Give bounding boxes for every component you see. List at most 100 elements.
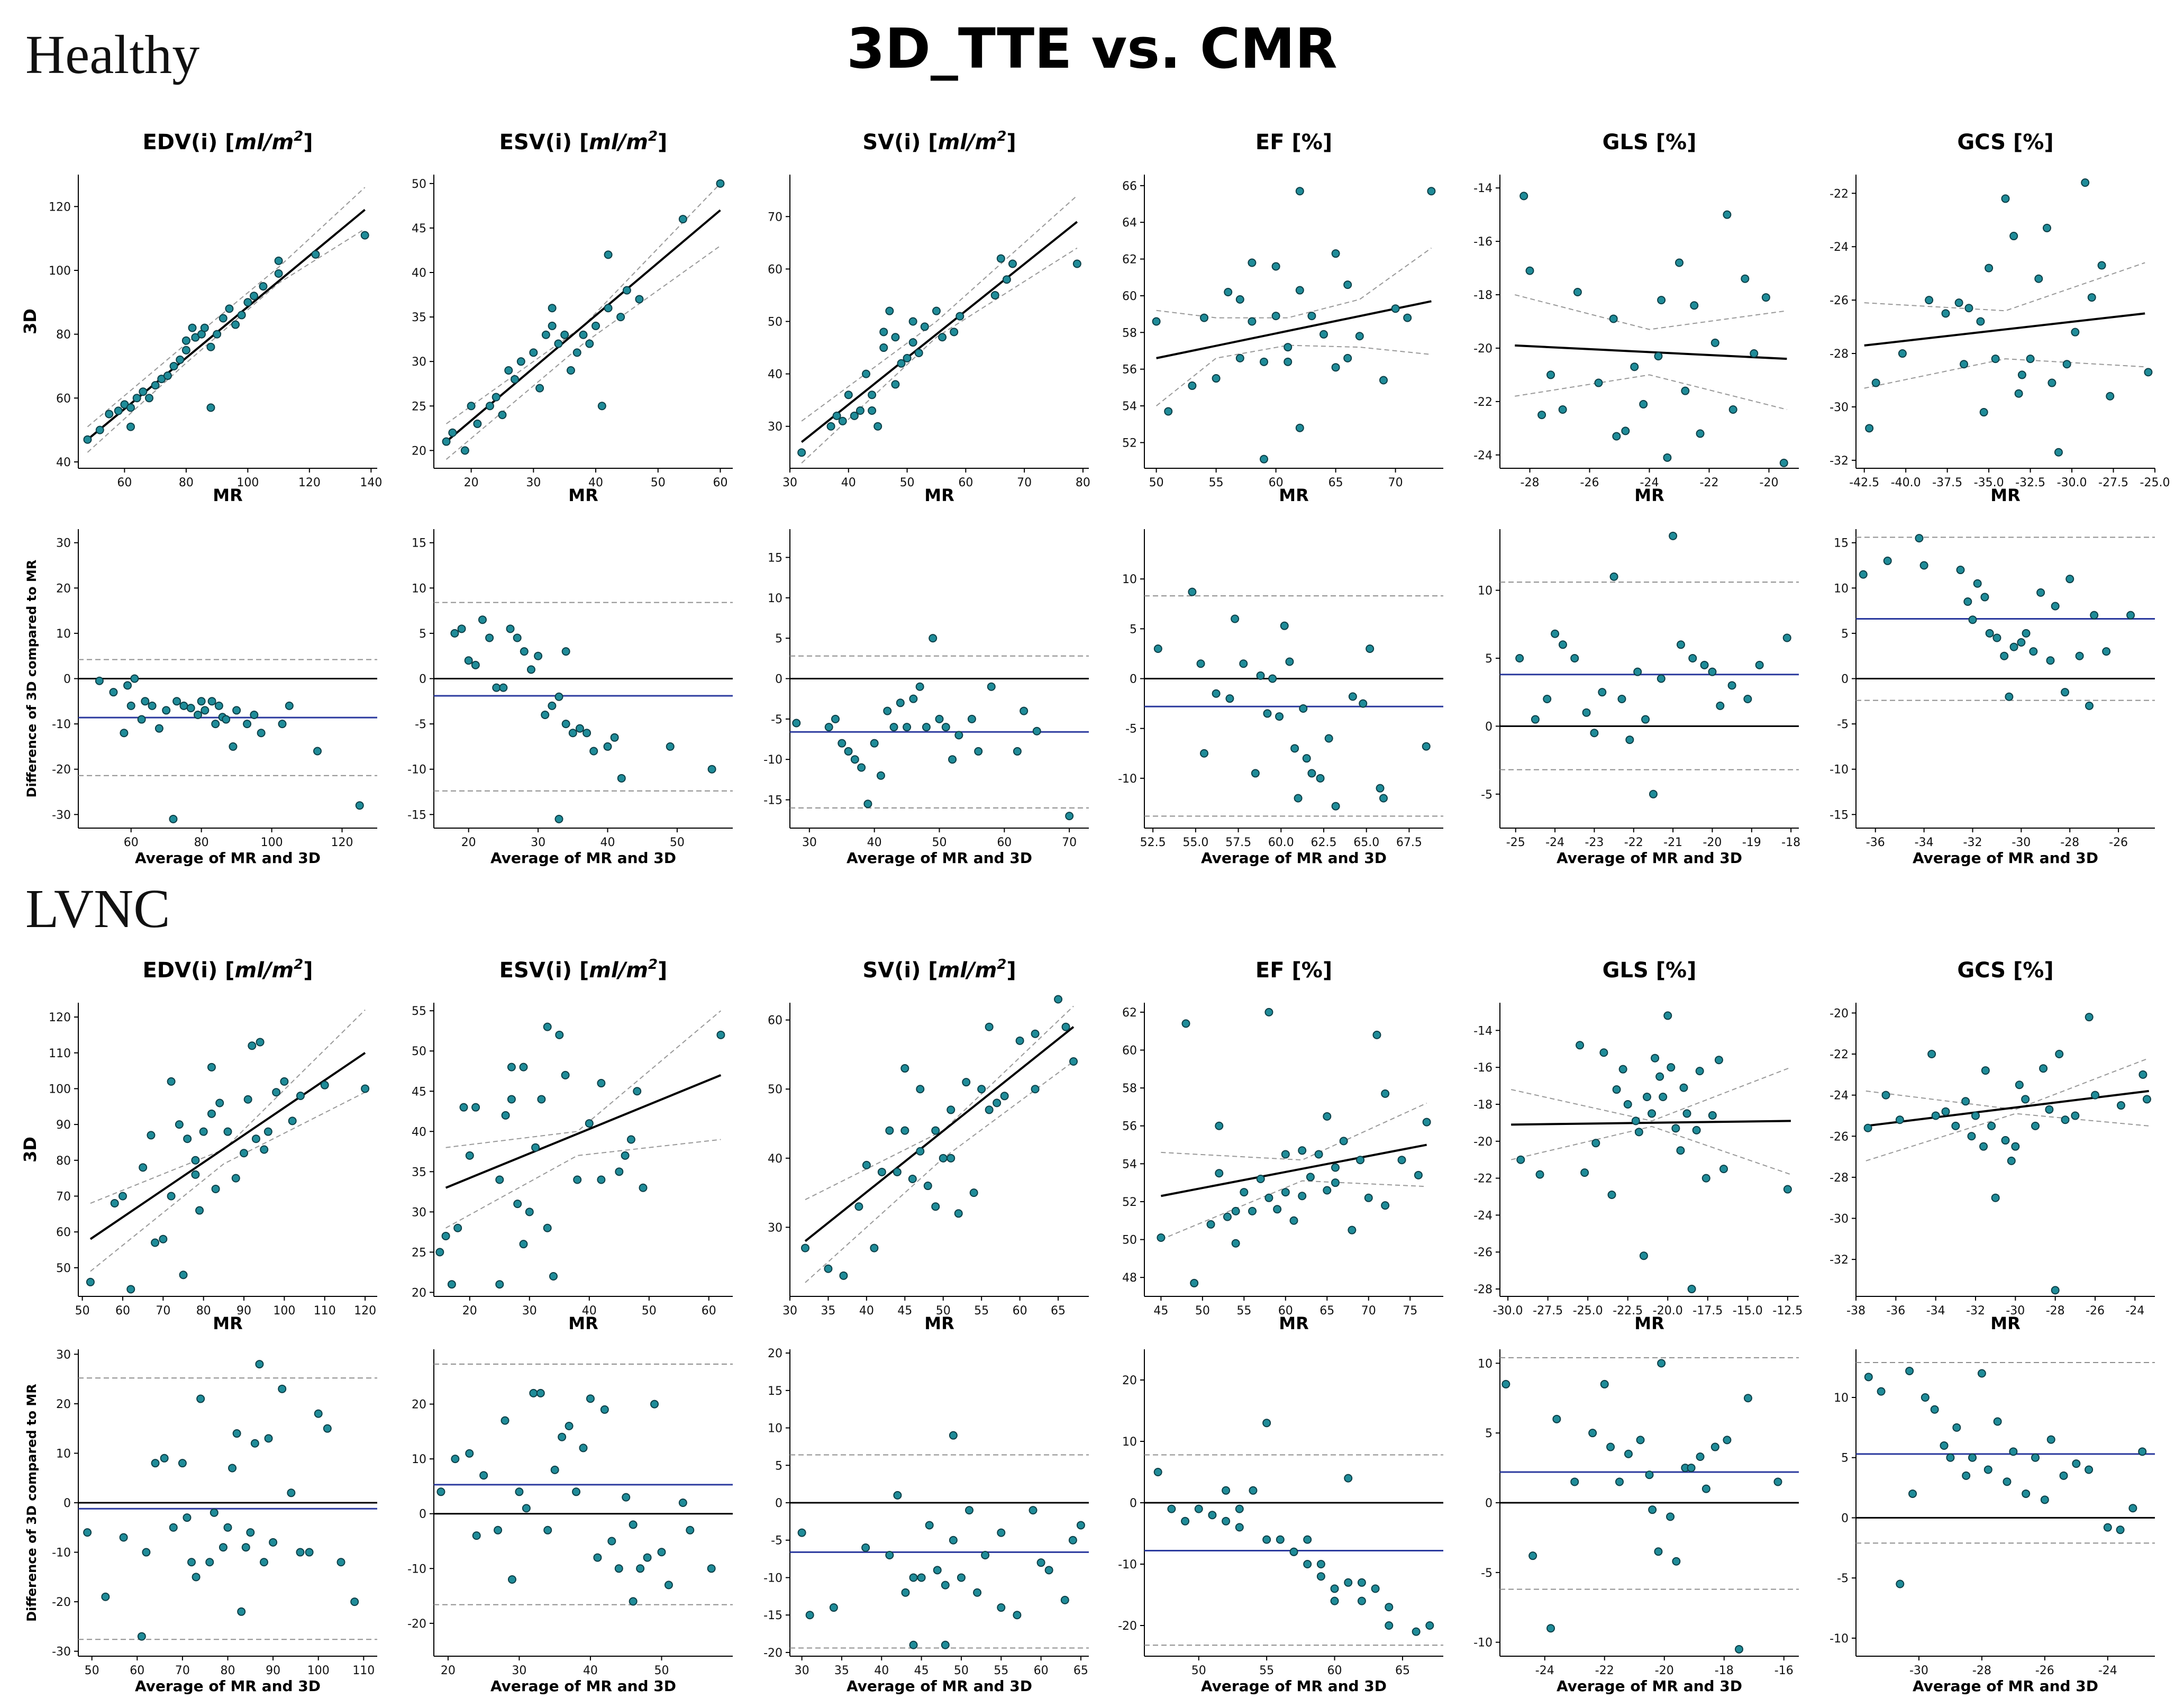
data-point	[2087, 293, 2096, 302]
data-point	[1971, 1111, 1980, 1120]
data-point	[137, 1632, 146, 1641]
y-tick-label: 10	[56, 1447, 71, 1460]
data-point	[537, 1095, 546, 1104]
data-point	[255, 1360, 264, 1369]
confidence-band-lower	[90, 1092, 366, 1272]
data-point	[949, 1536, 958, 1545]
data-point	[1687, 1464, 1696, 1473]
data-point	[863, 800, 872, 809]
x-tick-label: -32	[1963, 836, 1982, 849]
y-tick-label: 110	[49, 1047, 71, 1060]
confidence-band-upper	[801, 195, 1078, 422]
data-point	[507, 1575, 516, 1584]
data-point	[1633, 667, 1642, 676]
y-tick-label: 20	[412, 1286, 426, 1300]
data-point	[1865, 424, 1874, 433]
x-tick-label: 70	[1017, 476, 1032, 489]
y-tick-label: 120	[49, 1011, 71, 1024]
panels-container: EDV(i) [ml/m2]60 80 100 120 140406080100120M…	[20, 129, 2170, 1695]
data-point	[1348, 1225, 1357, 1234]
data-point	[1268, 674, 1277, 683]
data-point	[1355, 332, 1364, 341]
data-point	[1425, 1621, 1434, 1630]
confidence-band-lower	[445, 245, 721, 460]
data-point	[1716, 701, 1725, 710]
data-point	[1208, 1511, 1217, 1520]
data-point	[109, 688, 118, 697]
data-point	[1273, 1205, 1282, 1214]
data-point	[1029, 1506, 1038, 1515]
data-point	[181, 346, 190, 355]
chart-title: SV(i) [ml/m2]	[862, 129, 1016, 155]
x-tick-label: -25.0	[2140, 476, 2170, 489]
data-point	[614, 1564, 623, 1573]
data-point	[1316, 1572, 1325, 1581]
data-point	[1256, 1175, 1265, 1183]
data-point	[1212, 374, 1221, 383]
data-point	[857, 763, 866, 772]
data-point	[1295, 187, 1304, 196]
data-point	[1357, 1578, 1366, 1587]
data-point	[1634, 1128, 1643, 1137]
data-point	[838, 739, 847, 748]
x-tick-label: -24	[2098, 1664, 2117, 1677]
x-tick-label: 60	[713, 476, 727, 489]
y-tick-label: -14	[1473, 182, 1493, 195]
x-tick-label: -30	[2006, 1304, 2025, 1318]
data-point	[1696, 429, 1705, 438]
data-point	[243, 1095, 252, 1104]
data-point	[1915, 534, 1924, 543]
data-point	[1645, 1470, 1654, 1479]
data-point	[1316, 774, 1325, 783]
data-point	[954, 1209, 963, 1218]
data-point	[240, 1149, 249, 1158]
y-tick-label: 48	[1122, 1272, 1137, 1285]
y-tick-label: -30	[52, 809, 71, 822]
data-point	[214, 701, 223, 710]
x-tick-label: -32	[1966, 1304, 1985, 1318]
title-unit: ml/m	[938, 958, 997, 983]
data-point	[797, 1528, 806, 1537]
data-point	[1215, 1121, 1224, 1130]
data-point	[151, 1238, 160, 1247]
x-axis-label: MR	[213, 1313, 242, 1333]
y-tick-label: 45	[412, 1085, 426, 1098]
x-axis-label: Average of MR and 3D	[490, 849, 676, 867]
data-point	[1013, 747, 1022, 756]
data-point	[2009, 1447, 2018, 1456]
y-tick-label: 60	[1122, 290, 1137, 303]
y-tick-label: -30	[1830, 401, 1849, 414]
y-tick-label: -5	[1125, 723, 1137, 736]
data-point	[519, 1063, 528, 1072]
x-axis-label: Average of MR and 3D	[1201, 849, 1387, 867]
data-point	[172, 697, 181, 706]
chart-title: EF [%]	[1255, 130, 1332, 155]
y-tick-label: -20	[763, 1647, 782, 1660]
data-point	[2085, 1013, 2094, 1022]
bland-altman-plot-healthy-6: -36 -34 -32 -30 -28 -26 -15 -10 -5 0 5 10 15 Average …	[1830, 529, 2155, 867]
data-point	[179, 701, 188, 710]
y-tick-label: -26	[1830, 1130, 1849, 1143]
data-point	[1657, 1359, 1666, 1368]
data-point	[1951, 1121, 1960, 1130]
data-point	[908, 338, 917, 347]
data-point	[543, 1526, 552, 1535]
data-point	[1987, 1121, 1996, 1130]
data-point	[2051, 602, 2060, 611]
data-point	[1331, 1178, 1340, 1187]
data-point	[1590, 729, 1599, 738]
data-point	[336, 1558, 345, 1567]
x-tick-label: 50	[651, 476, 666, 489]
data-point	[1895, 1115, 1904, 1124]
x-tick-label: 65	[1320, 1304, 1334, 1318]
scatter-plot-healthy-6: GCS [%] -42.5 -40.0 -37.5 -35.0 -32.5 -30.0 -27…	[1830, 130, 2170, 505]
data-point	[543, 1022, 552, 1031]
data-point	[1615, 1477, 1624, 1486]
data-point	[707, 1564, 716, 1573]
data-point	[1992, 633, 2001, 642]
y-tick-label: -30	[52, 1646, 71, 1659]
scatter-plot-lvnc-6: GCS [%] -38 -36 -34 -32 -30 -28 -26 -24 -32 -30 -28…	[1830, 958, 2155, 1333]
x-tick-label: -34	[1915, 836, 1934, 849]
x-tick-label: 50	[75, 1304, 90, 1318]
data-point	[621, 1151, 630, 1160]
